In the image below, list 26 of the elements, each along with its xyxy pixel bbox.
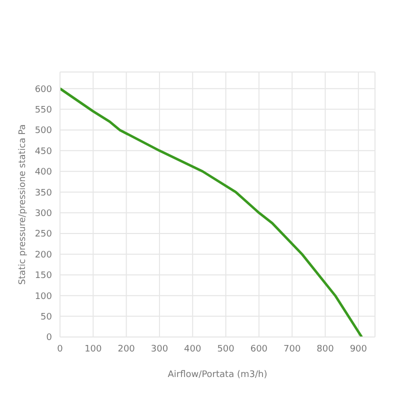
x-tick-label: 800 (316, 344, 334, 354)
y-tick-label: 150 (34, 271, 52, 282)
x-tick-label: 500 (217, 344, 235, 354)
y-tick-label: 350 (34, 188, 52, 198)
y-tick-label: 100 (34, 292, 52, 302)
x-tick-label: 400 (184, 344, 202, 354)
x-tick-label: 100 (84, 344, 102, 354)
x-tick-label: 900 (350, 344, 368, 354)
y-tick-label: 250 (34, 230, 52, 240)
x-tick-label: 700 (284, 344, 301, 354)
y-axis-title: Static pressure/pressione statica Pa (18, 124, 28, 285)
x-tick-label: 0 (57, 344, 64, 354)
line-series (60, 87, 363, 337)
y-tick-label: 50 (40, 312, 52, 322)
y-tick-label: 550 (34, 105, 52, 116)
y-tick-label: 0 (46, 333, 52, 344)
y-tick-label: 200 (34, 250, 52, 260)
y-tick-label: 400 (34, 168, 52, 178)
y-tick-label: 600 (34, 84, 52, 95)
y-tick-label: 450 (34, 146, 52, 157)
y-tick-label: 500 (34, 126, 52, 136)
x-tick-label: 200 (118, 344, 136, 354)
x-tick-label: 600 (250, 344, 268, 354)
x-axis-title: Airflow/Portata (m3/h) (168, 370, 268, 380)
y-tick-label: 300 (34, 208, 52, 219)
x-tick-label: 300 (150, 344, 168, 354)
